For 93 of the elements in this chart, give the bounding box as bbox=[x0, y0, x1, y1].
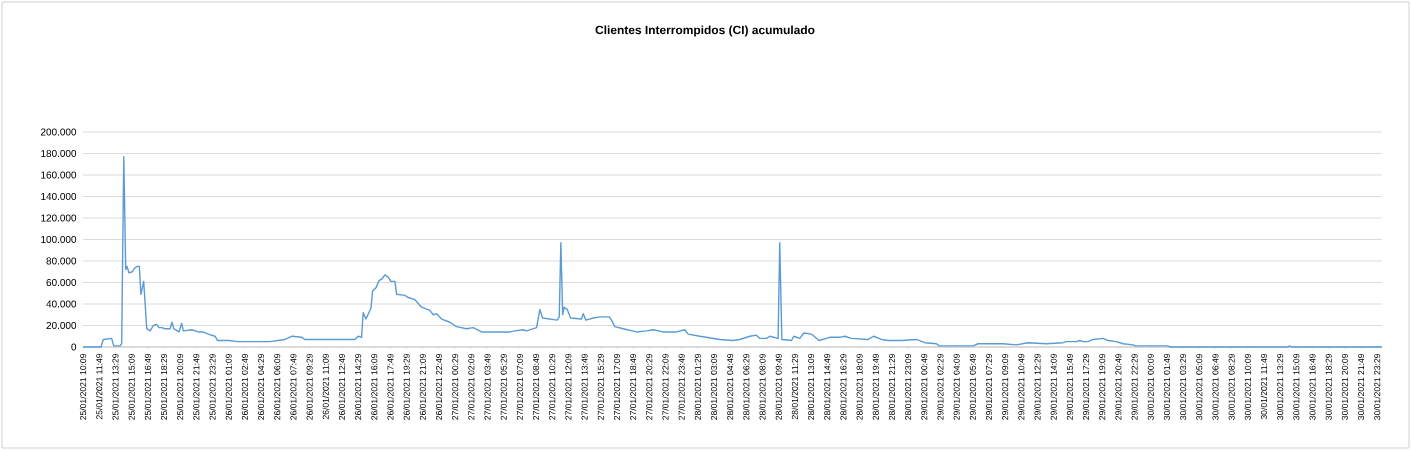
x-tick-label: 26/01/2021 01:09 bbox=[225, 353, 232, 420]
x-tick-label: 26/01/2021 09:29 bbox=[306, 353, 313, 420]
x-tick-label: 27/01/2021 08:49 bbox=[532, 353, 540, 420]
x-tick-label: 28/01/2021 23:09 bbox=[904, 353, 912, 420]
x-tick-label: 27/01/2021 10:29 bbox=[548, 353, 556, 420]
x-tick-label: 26/01/2021 12:49 bbox=[338, 353, 345, 420]
y-tick-label: 80.000 bbox=[46, 257, 77, 265]
y-tick-label: 100.000 bbox=[41, 235, 77, 244]
x-tick-label: 30/01/2021 16:49 bbox=[1309, 353, 1316, 420]
x-tick-label: 30/01/2021 15:09 bbox=[1293, 353, 1300, 420]
y-tick-label: 120.000 bbox=[41, 214, 77, 222]
x-tick-label: 29/01/2021 10:49 bbox=[1018, 353, 1025, 420]
x-tick-label: 29/01/2021 22:29 bbox=[1131, 353, 1138, 420]
x-tick-label: 30/01/2021 20:09 bbox=[1341, 353, 1348, 420]
x-tick-label: 30/01/2021 23:29 bbox=[1373, 353, 1381, 420]
y-tick-label: 20.000 bbox=[46, 321, 77, 330]
y-tick-label: 180.000 bbox=[41, 149, 77, 158]
x-tick-label: 26/01/2021 11:09 bbox=[322, 353, 329, 420]
x-tick-label: 26/01/2021 17:49 bbox=[387, 353, 394, 420]
x-tick-label: 26/01/2021 21:09 bbox=[419, 353, 426, 420]
x-tick-label: 29/01/2021 12:29 bbox=[1034, 353, 1041, 420]
x-tick-label: 30/01/2021 01:49 bbox=[1163, 353, 1170, 420]
x-tick-label: 30/01/2021 11:49 bbox=[1260, 353, 1268, 420]
x-tick-label: 29/01/2021 07:29 bbox=[985, 353, 993, 420]
x-tick-label: 29/01/2021 05:49 bbox=[969, 353, 976, 420]
x-tick-label: 30/01/2021 21:49 bbox=[1357, 353, 1365, 420]
x-tick-label: 27/01/2021 00:29 bbox=[451, 353, 459, 420]
x-tick-label: 26/01/2021 19:29 bbox=[403, 353, 410, 420]
x-tick-label: 30/01/2021 08:29 bbox=[1228, 353, 1235, 420]
x-tick-label: 29/01/2021 17:29 bbox=[1082, 353, 1090, 420]
x-tick-label: 27/01/2021 23:49 bbox=[678, 353, 685, 420]
x-tick-label: 27/01/2021 03:49 bbox=[484, 353, 491, 420]
x-tick-label: 30/01/2021 18:29 bbox=[1325, 353, 1332, 420]
x-tick-label: 29/01/2021 20:49 bbox=[1115, 353, 1122, 420]
x-tick-label: 27/01/2021 15:29 bbox=[597, 353, 604, 420]
x-tick-label: 30/01/2021 13:29 bbox=[1276, 353, 1284, 420]
x-tick-label: 28/01/2021 01:29 bbox=[694, 353, 701, 420]
y-tick-label: 40.000 bbox=[46, 300, 77, 308]
x-tick-label: 28/01/2021 04:49 bbox=[726, 353, 734, 420]
x-tick-label: 25/01/2021 21:49 bbox=[193, 353, 200, 420]
x-tick-label: 27/01/2021 05:29 bbox=[500, 353, 507, 420]
x-tick-label: 28/01/2021 03:09 bbox=[710, 353, 718, 420]
x-tick-label: 26/01/2021 22:49 bbox=[435, 353, 443, 420]
x-tick-label: 30/01/2021 05:09 bbox=[1196, 353, 1203, 420]
x-tick-label: 28/01/2021 16:29 bbox=[840, 353, 847, 420]
x-tick-label: 30/01/2021 10:09 bbox=[1244, 353, 1251, 420]
x-tick-label: 27/01/2021 13:49 bbox=[581, 353, 588, 420]
x-tick-label: 26/01/2021 04:29 bbox=[257, 353, 265, 420]
y-tick-label: 0 bbox=[71, 343, 77, 351]
x-tick-label: 30/01/2021 06:49 bbox=[1212, 353, 1219, 420]
x-tick-label: 27/01/2021 22:09 bbox=[662, 353, 669, 420]
x-tick-label: 27/01/2021 07:09 bbox=[516, 353, 523, 420]
x-tick-label: 29/01/2021 09:09 bbox=[1001, 353, 1009, 420]
x-tick-label: 26/01/2021 07:49 bbox=[290, 353, 297, 420]
x-tick-label: 27/01/2021 20:29 bbox=[646, 353, 653, 420]
x-tick-label: 28/01/2021 11:29 bbox=[791, 353, 798, 420]
x-tick-label: 27/01/2021 18:49 bbox=[629, 353, 637, 420]
x-tick-label: 25/01/2021 15:09 bbox=[128, 353, 135, 420]
x-tick-label: 29/01/2021 00:49 bbox=[921, 353, 928, 420]
x-tick-label: 27/01/2021 12:09 bbox=[565, 353, 572, 420]
y-tick-label: 60.000 bbox=[46, 278, 77, 287]
x-tick-label: 25/01/2021 16:49 bbox=[144, 353, 151, 420]
x-tick-label: 29/01/2021 04:09 bbox=[953, 353, 960, 420]
x-tick-label: 25/01/2021 10:09 bbox=[79, 353, 87, 420]
y-tick-label: 160.000 bbox=[41, 171, 77, 179]
y-tick-label: 200.000 bbox=[40, 128, 77, 136]
x-tick-label: 25/01/2021 23:29 bbox=[209, 353, 216, 420]
x-tick-label: 28/01/2021 14:49 bbox=[823, 353, 831, 420]
x-tick-label: 28/01/2021 19:49 bbox=[872, 353, 879, 420]
x-tick-label: 28/01/2021 09:49 bbox=[775, 353, 782, 420]
y-tick-label: 140.000 bbox=[41, 192, 77, 201]
x-tick-label: 26/01/2021 16:09 bbox=[371, 353, 378, 420]
x-tick-label: 27/01/2021 17:09 bbox=[613, 353, 620, 420]
x-tick-label: 28/01/2021 06:29 bbox=[743, 353, 750, 420]
x-tick-label: 26/01/2021 02:49 bbox=[241, 353, 248, 420]
x-tick-label: 28/01/2021 21:29 bbox=[888, 353, 895, 420]
x-tick-label: 29/01/2021 19:09 bbox=[1098, 353, 1106, 420]
x-tick-label: 29/01/2021 02:29 bbox=[937, 353, 944, 420]
x-tick-label: 26/01/2021 14:29 bbox=[354, 353, 362, 420]
x-tick-label: 30/01/2021 03:29 bbox=[1179, 353, 1187, 420]
x-tick-label: 25/01/2021 11:49 bbox=[96, 353, 103, 420]
x-tick-label: 25/01/2021 18:29 bbox=[160, 353, 168, 420]
x-tick-label: 26/01/2021 06:09 bbox=[273, 353, 281, 420]
x-tick-label: 28/01/2021 18:09 bbox=[856, 353, 863, 420]
x-tick-label: 25/01/2021 20:09 bbox=[176, 353, 184, 420]
chart-title: Clientes Interrompidos (CI) acumulado bbox=[595, 25, 815, 37]
x-tick-label: 25/01/2021 13:29 bbox=[112, 353, 119, 420]
x-tick-label: 28/01/2021 13:09 bbox=[807, 353, 815, 420]
x-tick-label: 28/01/2021 08:09 bbox=[759, 353, 766, 420]
x-tick-label: 29/01/2021 15:49 bbox=[1066, 353, 1073, 420]
x-tick-label: 29/01/2021 14:09 bbox=[1050, 353, 1057, 420]
x-tick-label: 27/01/2021 02:09 bbox=[468, 353, 475, 420]
x-tick-label: 30/01/2021 00:09 bbox=[1147, 353, 1154, 420]
